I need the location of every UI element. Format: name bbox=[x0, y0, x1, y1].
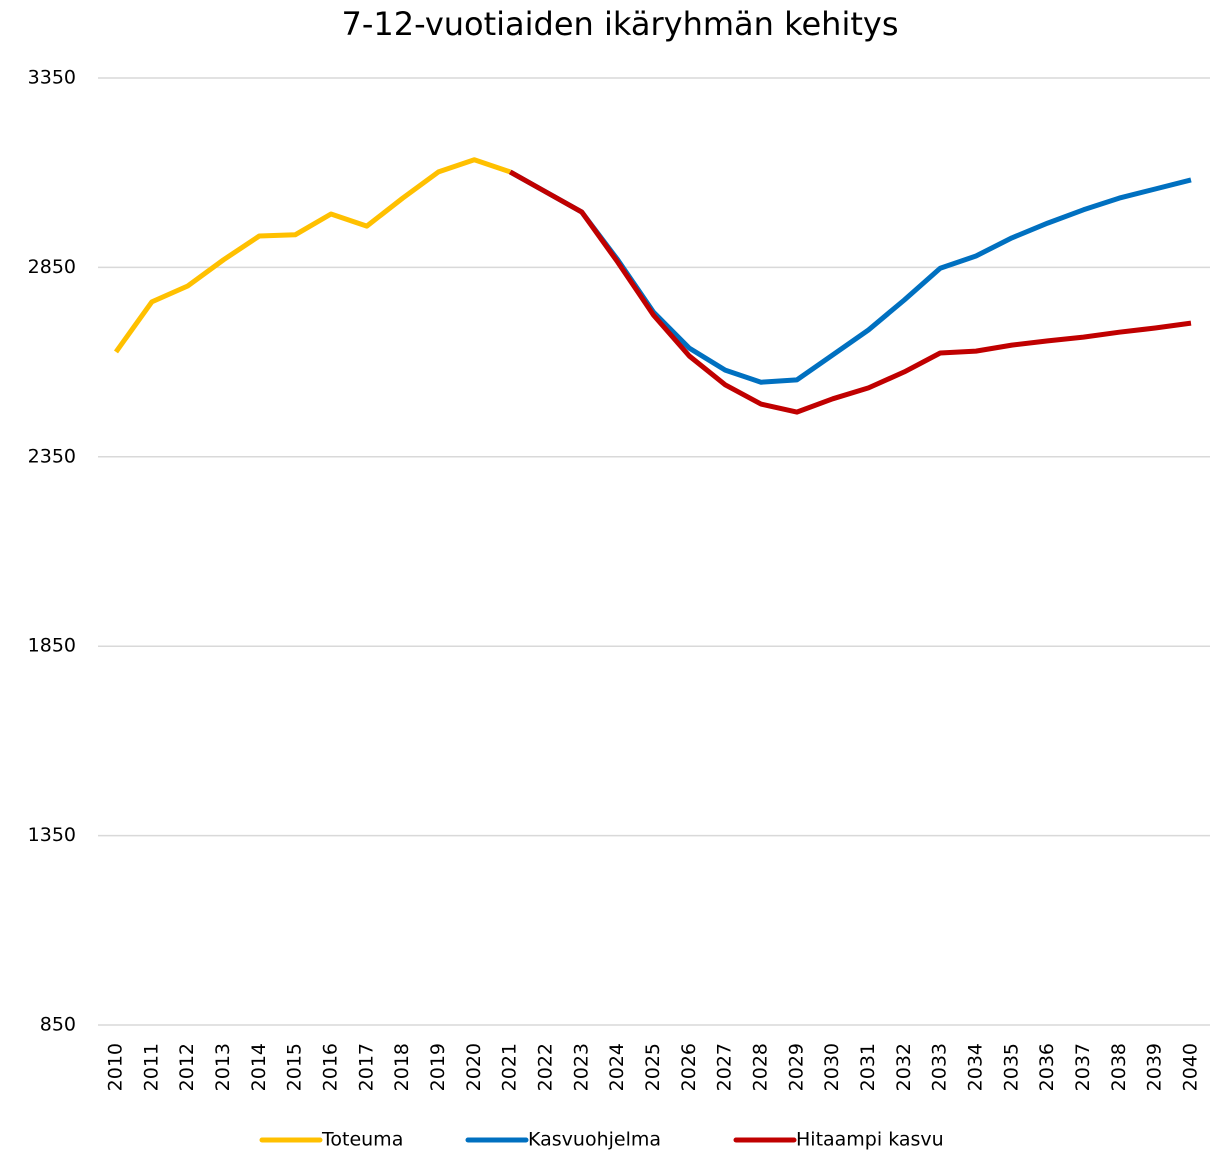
x-tick-label: 2039 bbox=[1144, 1043, 1166, 1091]
x-tick-label: 2014 bbox=[248, 1043, 270, 1091]
x-tick-label: 2021 bbox=[499, 1043, 521, 1091]
legend-label: Hitaampi kasvu bbox=[796, 1129, 944, 1151]
x-tick-label: 2040 bbox=[1180, 1043, 1202, 1091]
x-tick-label: 2023 bbox=[570, 1043, 592, 1091]
series-line bbox=[508, 169, 1192, 385]
series-line bbox=[113, 157, 511, 354]
x-tick-label: 2038 bbox=[1108, 1043, 1130, 1091]
legend-label: Kasvuohjelma bbox=[528, 1129, 661, 1151]
x-tick-label: 2022 bbox=[535, 1043, 557, 1091]
x-tick-label: 2032 bbox=[893, 1043, 915, 1091]
x-tick-label: 2034 bbox=[965, 1043, 987, 1091]
y-tick-label: 1850 bbox=[28, 635, 76, 657]
x-tick-label: 2012 bbox=[176, 1043, 198, 1091]
x-tick-label: 2036 bbox=[1036, 1043, 1058, 1091]
legend-label: Toteuma bbox=[321, 1129, 403, 1151]
y-tick-label: 2850 bbox=[28, 256, 76, 278]
x-tick-label: 2027 bbox=[714, 1043, 736, 1091]
x-tick-label: 2025 bbox=[642, 1043, 664, 1091]
x-tick-label: 2031 bbox=[857, 1043, 879, 1091]
x-tick-label: 2026 bbox=[678, 1043, 700, 1091]
x-tick-label: 2013 bbox=[212, 1043, 234, 1091]
y-tick-label: 2350 bbox=[28, 445, 76, 467]
x-tick-label: 2018 bbox=[391, 1043, 413, 1091]
x-tick-label: 2017 bbox=[355, 1043, 377, 1091]
x-tick-label: 2015 bbox=[284, 1043, 306, 1091]
chart-title: 7-12-vuotiaiden ikäryhmän kehitys bbox=[342, 5, 899, 43]
x-tick-label: 2033 bbox=[929, 1043, 951, 1091]
x-tick-label: 2029 bbox=[785, 1043, 807, 1091]
x-tick-label: 2037 bbox=[1072, 1043, 1094, 1091]
series-line bbox=[508, 169, 1192, 415]
x-tick-label: 2016 bbox=[320, 1043, 342, 1091]
y-tick-label: 3350 bbox=[28, 67, 76, 89]
x-tick-label: 2019 bbox=[427, 1043, 449, 1091]
x-tick-label: 2024 bbox=[606, 1043, 628, 1091]
y-tick-label: 1350 bbox=[28, 824, 76, 846]
y-tick-label: 850 bbox=[40, 1014, 76, 1036]
x-tick-label: 2035 bbox=[1000, 1043, 1022, 1091]
x-tick-label: 2030 bbox=[821, 1043, 843, 1091]
x-tick-label: 2011 bbox=[140, 1043, 162, 1091]
x-tick-label: 2020 bbox=[463, 1043, 485, 1091]
x-tick-label: 2028 bbox=[750, 1043, 772, 1091]
x-tick-label: 2010 bbox=[105, 1043, 127, 1091]
